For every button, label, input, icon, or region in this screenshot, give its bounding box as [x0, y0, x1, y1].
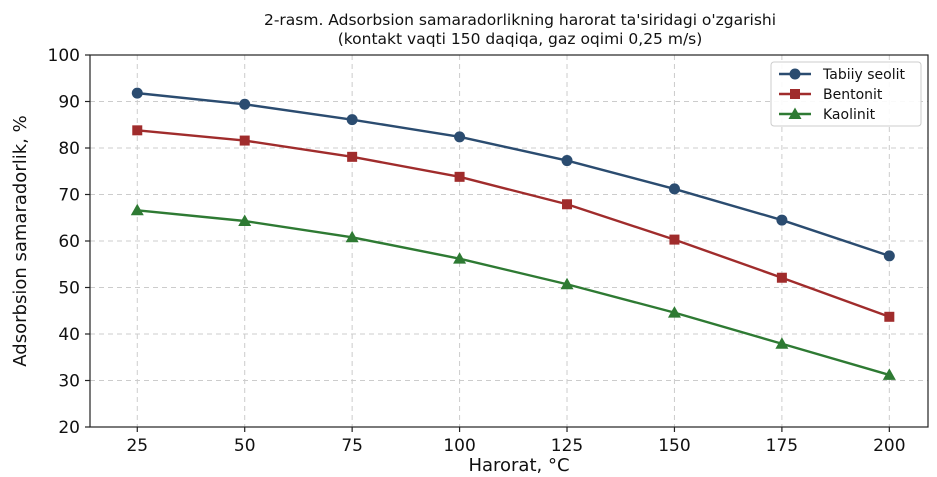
data-point — [884, 311, 895, 322]
y-tick-label: 70 — [58, 186, 80, 206]
data-point — [345, 230, 359, 243]
data-point — [883, 250, 895, 262]
legend-box — [770, 61, 922, 127]
data-point — [130, 203, 144, 216]
legend: Tabiiy seolit Bentonit Kaolinit — [770, 61, 922, 127]
x-tick-label: 100 — [443, 436, 475, 456]
series-0 — [131, 87, 895, 262]
legend-item: Kaolinit — [779, 107, 876, 123]
x-tick-label: 125 — [551, 436, 583, 456]
data-point — [560, 277, 574, 290]
data-point — [776, 272, 787, 283]
legend-label: Bentonit — [823, 87, 883, 103]
y-tick-label: 100 — [48, 46, 80, 66]
series-2 — [130, 203, 896, 380]
x-tick-label: 50 — [234, 436, 256, 456]
series-line — [137, 129, 890, 318]
series-line — [137, 209, 890, 377]
data-point — [668, 183, 680, 195]
legend-marker — [790, 89, 800, 99]
x-tick-label: 200 — [873, 436, 905, 456]
data-point — [453, 252, 467, 264]
x-tick-label: 25 — [126, 436, 148, 456]
data-point — [346, 114, 358, 126]
x-axis-label: Harorat, °C — [468, 455, 569, 473]
data-point — [776, 214, 788, 226]
y-tick-label: 80 — [58, 139, 80, 159]
data-point — [882, 368, 896, 380]
data-point — [562, 199, 573, 210]
y-tick-label: 60 — [58, 232, 80, 252]
data-point — [132, 125, 143, 136]
y-tick-label: 90 — [58, 93, 80, 113]
axes: 25 50 75 100 125 150 175 200 20 30 40 50 60 70 80 90 100 — [48, 46, 929, 456]
data-point — [454, 131, 466, 143]
chart-title: 2-rasm. Adsorbsion samaradorlikning haro… — [264, 11, 776, 29]
data-point — [131, 87, 143, 99]
data-point — [239, 135, 250, 146]
legend-marker — [789, 68, 801, 80]
data-point — [238, 214, 252, 227]
x-tick-label: 75 — [341, 436, 363, 456]
data-point — [454, 171, 465, 182]
y-tick-label: 40 — [58, 325, 80, 345]
legend-label: Tabiiy seolit — [822, 67, 905, 83]
data-point — [239, 98, 251, 110]
data-point — [669, 234, 680, 245]
series-layer — [130, 87, 896, 380]
legend-label: Kaolinit — [823, 107, 876, 123]
data-point — [667, 306, 681, 318]
y-axis-label: Adsorbsion samaradorlik, % — [10, 115, 31, 366]
series-1 — [132, 125, 895, 322]
y-tick-label: 20 — [58, 418, 80, 438]
x-tick-label: 175 — [766, 436, 798, 456]
legend-item: Bentonit — [779, 87, 883, 103]
data-point — [347, 151, 358, 162]
data-point — [775, 337, 789, 349]
y-tick-label: 30 — [58, 372, 80, 392]
legend-item: Tabiiy seolit — [779, 67, 905, 83]
data-point — [561, 155, 573, 167]
y-tick-label: 50 — [58, 279, 80, 299]
chart-subtitle: (kontakt vaqti 150 daqiqa, gaz oqimi 0,2… — [338, 30, 703, 48]
series-line — [137, 91, 890, 258]
x-tick-label: 150 — [658, 436, 690, 456]
legend-marker — [788, 107, 802, 119]
